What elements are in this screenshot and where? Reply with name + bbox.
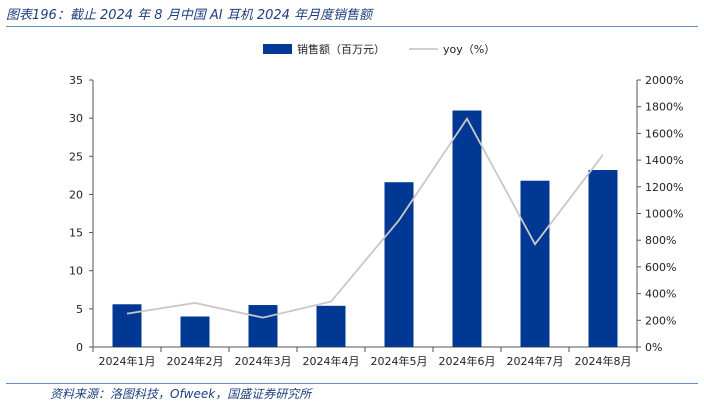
- right-tick-label: 400%: [645, 288, 676, 301]
- right-tick-label: 1600%: [645, 127, 683, 140]
- bar: [520, 180, 550, 347]
- right-tick-label: 600%: [645, 261, 676, 274]
- right-tick-label: 1800%: [645, 101, 683, 114]
- left-tick-label: 30: [69, 112, 83, 125]
- yoy-line-series: [126, 116, 604, 319]
- right-tick-label: 200%: [645, 314, 676, 327]
- source-note: 资料来源：洛图科技，Ofweek，国盛证券研究所: [50, 387, 312, 401]
- bar: [588, 170, 618, 347]
- title-rule: [6, 26, 698, 27]
- legend: 销售额（百万元） yoy（%）: [263, 42, 495, 56]
- left-tick-label: 10: [69, 265, 83, 278]
- yoy-line: [126, 116, 604, 319]
- x-tick-label: 2024年5月: [371, 354, 428, 368]
- legend-bar-swatch: [263, 44, 292, 54]
- figure-title: 图表196：截止 2024 年 8 月中国 AI 耳机 2024 年月度销售额: [6, 8, 373, 23]
- legend-label-sales: 销售额（百万元）: [297, 42, 385, 56]
- left-tick-label: 35: [69, 74, 83, 87]
- x-tick-label: 2024年4月: [303, 354, 360, 368]
- bar: [180, 316, 210, 347]
- right-tick-label: 800%: [645, 234, 676, 247]
- x-tick-label: 2024年2月: [167, 354, 224, 368]
- right-tick-label: 2000%: [645, 74, 683, 87]
- x-tick-label: 2024年1月: [99, 354, 156, 368]
- left-tick-label: 15: [69, 227, 83, 240]
- right-tick-label: 1000%: [645, 208, 683, 221]
- left-tick-label: 0: [76, 341, 83, 354]
- left-axis: 0 5 10 15 20 25 30 35: [69, 74, 94, 354]
- bar-series: [112, 110, 618, 347]
- right-axis: 0% 200% 400% 600% 800% 1000% 1200% 1400% 1600% 18…: [636, 74, 683, 354]
- left-tick-label: 25: [69, 150, 83, 163]
- x-tick-label: 2024年6月: [439, 354, 496, 368]
- x-tick-label: 2024年7月: [507, 354, 564, 368]
- bar: [112, 304, 142, 347]
- left-tick-label: 5: [76, 303, 83, 316]
- right-tick-label: 0%: [645, 341, 662, 354]
- bar: [248, 305, 278, 347]
- bar: [316, 305, 346, 347]
- bar: [384, 182, 414, 347]
- legend-label-yoy: yoy（%）: [443, 43, 495, 56]
- source-rule: [6, 383, 698, 384]
- bar: [452, 110, 482, 347]
- x-tick-label: 2024年8月: [575, 354, 632, 368]
- x-axis: 2024年1月 2024年2月 2024年3月 2024年4月 2024年5月 2024年…: [92, 346, 638, 368]
- right-tick-label: 1400%: [645, 154, 683, 167]
- left-tick-label: 20: [69, 188, 83, 201]
- x-tick-label: 2024年3月: [235, 354, 292, 368]
- right-tick-label: 1200%: [645, 181, 683, 194]
